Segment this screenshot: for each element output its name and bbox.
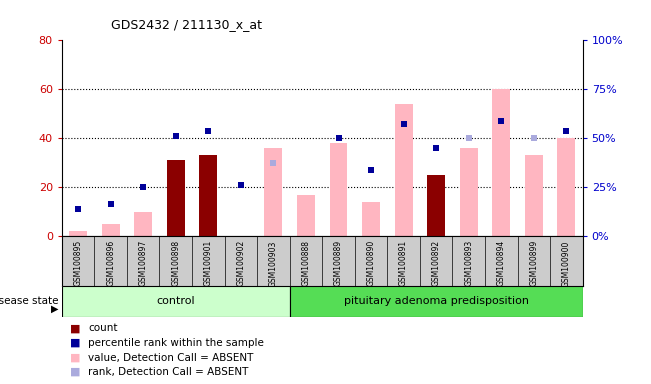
Text: GSM100891: GSM100891 bbox=[399, 240, 408, 286]
Bar bbox=[199, 214, 217, 236]
Text: GSM100898: GSM100898 bbox=[171, 240, 180, 286]
Text: GSM100901: GSM100901 bbox=[204, 240, 213, 286]
Bar bbox=[297, 195, 315, 236]
Text: percentile rank within the sample: percentile rank within the sample bbox=[88, 338, 264, 348]
Text: GSM100895: GSM100895 bbox=[74, 240, 83, 286]
Text: ■: ■ bbox=[70, 323, 80, 333]
Bar bbox=[557, 138, 575, 236]
Text: GSM100897: GSM100897 bbox=[139, 240, 148, 286]
Bar bbox=[264, 148, 283, 236]
Text: ■: ■ bbox=[70, 338, 80, 348]
Bar bbox=[102, 224, 120, 236]
Text: GSM100903: GSM100903 bbox=[269, 240, 278, 286]
Bar bbox=[460, 148, 478, 236]
Text: GSM100893: GSM100893 bbox=[464, 240, 473, 286]
Text: ▶: ▶ bbox=[51, 303, 59, 313]
Text: GSM100890: GSM100890 bbox=[367, 240, 376, 286]
Text: count: count bbox=[88, 323, 117, 333]
Text: GSM100889: GSM100889 bbox=[334, 240, 343, 286]
Text: ■: ■ bbox=[70, 367, 80, 377]
Bar bbox=[290, 286, 583, 317]
Text: rank, Detection Call = ABSENT: rank, Detection Call = ABSENT bbox=[88, 367, 248, 377]
Text: value, Detection Call = ABSENT: value, Detection Call = ABSENT bbox=[88, 353, 253, 362]
Text: GSM100896: GSM100896 bbox=[106, 240, 115, 286]
Text: disease state: disease state bbox=[0, 296, 59, 306]
Bar bbox=[69, 231, 87, 236]
Text: GSM100892: GSM100892 bbox=[432, 240, 441, 286]
Bar bbox=[134, 212, 152, 236]
Text: GSM100902: GSM100902 bbox=[236, 240, 245, 286]
Bar bbox=[329, 143, 348, 236]
Bar bbox=[492, 89, 510, 236]
Bar bbox=[427, 175, 445, 236]
Bar bbox=[525, 156, 543, 236]
Bar bbox=[167, 160, 185, 236]
Bar bbox=[62, 286, 290, 317]
Text: GSM100900: GSM100900 bbox=[562, 240, 571, 286]
Text: pituitary adenoma predisposition: pituitary adenoma predisposition bbox=[344, 296, 529, 306]
Text: GSM100894: GSM100894 bbox=[497, 240, 506, 286]
Text: ■: ■ bbox=[70, 353, 80, 362]
Text: GDS2432 / 211130_x_at: GDS2432 / 211130_x_at bbox=[111, 18, 262, 31]
Text: control: control bbox=[156, 296, 195, 306]
Bar bbox=[362, 202, 380, 236]
Text: GSM100888: GSM100888 bbox=[301, 240, 311, 286]
Bar bbox=[199, 156, 217, 236]
Bar bbox=[395, 104, 413, 236]
Text: GSM100899: GSM100899 bbox=[529, 240, 538, 286]
